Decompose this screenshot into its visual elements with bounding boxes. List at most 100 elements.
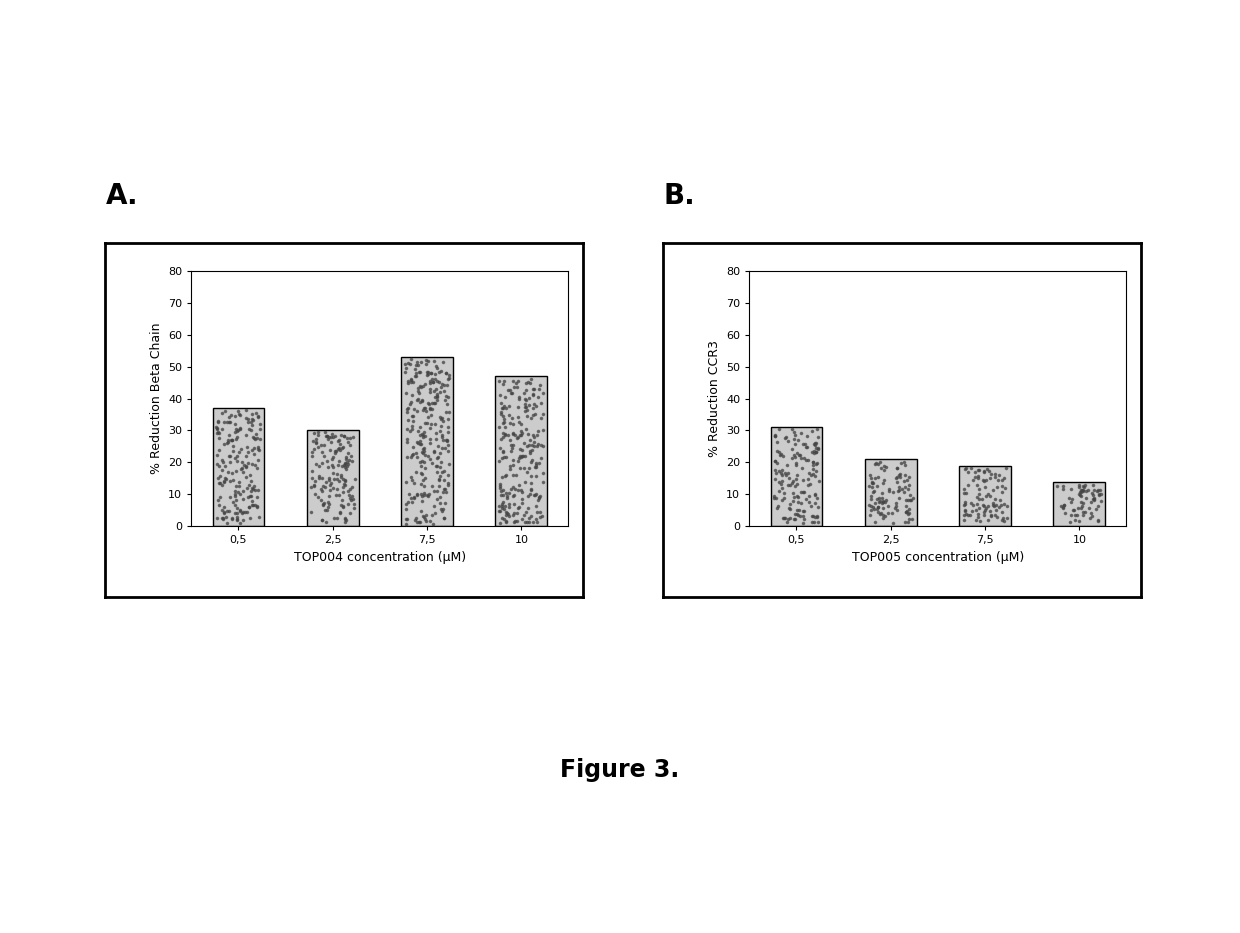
- Point: [506, 467, 526, 482]
- Point: [794, 484, 813, 499]
- Point: [898, 493, 918, 508]
- Point: [312, 497, 332, 512]
- Point: [246, 406, 265, 421]
- Point: [981, 508, 1001, 522]
- Point: [766, 466, 786, 480]
- Point: [503, 380, 523, 395]
- Point: [887, 460, 906, 475]
- Point: [248, 482, 268, 497]
- Point: [213, 505, 233, 520]
- Point: [241, 488, 260, 503]
- Point: [878, 506, 898, 521]
- Point: [769, 422, 789, 437]
- Point: [808, 474, 828, 489]
- Point: [515, 391, 534, 406]
- Point: [401, 450, 420, 465]
- Point: [867, 455, 887, 470]
- Point: [521, 411, 541, 425]
- Point: [863, 480, 883, 494]
- Point: [304, 426, 324, 441]
- Point: [422, 371, 441, 386]
- Point: [802, 445, 822, 460]
- Point: [213, 454, 233, 469]
- Point: [490, 480, 510, 495]
- Point: [239, 467, 259, 482]
- Point: [956, 486, 976, 501]
- Point: [973, 472, 993, 487]
- Point: [492, 510, 512, 525]
- Point: [903, 491, 923, 506]
- Point: [992, 505, 1012, 520]
- Point: [955, 462, 975, 477]
- Point: [334, 498, 353, 513]
- Point: [807, 440, 827, 455]
- Point: [410, 380, 430, 395]
- Point: [785, 506, 805, 521]
- Point: [331, 467, 351, 482]
- Point: [215, 437, 234, 452]
- Point: [513, 385, 533, 400]
- Point: [794, 508, 813, 523]
- Point: [309, 469, 329, 484]
- Point: [422, 455, 441, 470]
- Point: [861, 467, 880, 482]
- Point: [314, 496, 334, 511]
- Point: [215, 470, 234, 485]
- Point: [532, 508, 552, 523]
- Point: [982, 466, 1002, 481]
- Point: [420, 436, 440, 451]
- Point: [418, 353, 438, 368]
- Point: [403, 494, 423, 509]
- Point: [792, 461, 812, 476]
- Point: [523, 400, 543, 415]
- Point: [398, 494, 418, 509]
- Point: [429, 490, 449, 505]
- Point: [529, 382, 549, 397]
- Point: [1068, 500, 1087, 515]
- Point: [339, 434, 358, 449]
- Point: [432, 465, 451, 480]
- Point: [806, 444, 826, 459]
- Point: [868, 456, 888, 471]
- Point: [415, 513, 435, 528]
- Point: [430, 364, 450, 379]
- Point: [332, 471, 352, 486]
- Point: [412, 504, 432, 519]
- Point: [396, 361, 415, 376]
- Point: [765, 428, 785, 443]
- Point: [312, 455, 332, 470]
- Point: [789, 432, 808, 447]
- Point: [305, 478, 325, 493]
- Point: [424, 353, 444, 368]
- Point: [875, 508, 895, 523]
- Point: [525, 435, 544, 450]
- Point: [508, 500, 528, 515]
- Point: [781, 476, 801, 491]
- Point: [784, 425, 804, 439]
- Point: [398, 376, 418, 391]
- Point: [873, 510, 893, 525]
- Point: [765, 453, 785, 468]
- Point: [804, 466, 823, 481]
- Point: [800, 488, 820, 503]
- Point: [491, 484, 511, 499]
- Point: [789, 448, 808, 463]
- Point: [976, 479, 996, 494]
- Point: [418, 365, 438, 380]
- Point: [895, 457, 915, 472]
- Point: [420, 400, 440, 415]
- Point: [413, 445, 433, 460]
- Point: [765, 463, 785, 478]
- Point: [417, 416, 436, 431]
- Point: [495, 498, 515, 513]
- Point: [227, 512, 247, 527]
- Point: [244, 447, 264, 462]
- Point: [1074, 482, 1094, 497]
- Point: [775, 431, 795, 446]
- Point: [503, 457, 523, 472]
- Point: [308, 425, 327, 439]
- Point: [414, 440, 434, 455]
- Point: [436, 433, 456, 448]
- Point: [520, 514, 539, 529]
- Point: [785, 512, 805, 527]
